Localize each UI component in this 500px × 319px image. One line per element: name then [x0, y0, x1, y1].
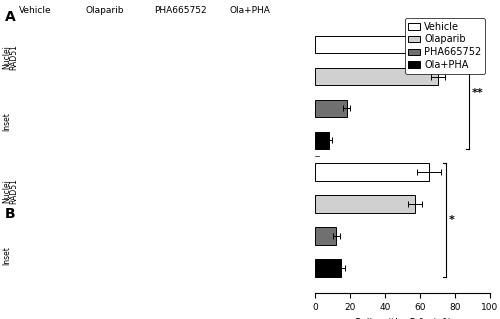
Bar	[315, 195, 415, 213]
Bar	[315, 68, 438, 85]
Text: Nuclei: Nuclei	[2, 46, 12, 69]
Text: B: B	[5, 207, 15, 221]
Bar	[315, 132, 329, 149]
Text: Inset: Inset	[2, 246, 12, 265]
X-axis label: Cells with>5 foci, %: Cells with>5 foci, %	[354, 318, 452, 319]
Bar	[315, 100, 346, 117]
Text: *: *	[449, 215, 455, 225]
Text: A: A	[5, 10, 16, 24]
Bar	[315, 227, 336, 245]
Text: RAD51: RAD51	[9, 44, 18, 70]
Text: RAD51: RAD51	[9, 178, 18, 204]
Text: Inset: Inset	[2, 112, 12, 131]
Text: Olaparib: Olaparib	[86, 6, 124, 15]
Text: Nuclei: Nuclei	[2, 180, 12, 203]
Text: Ola+PHA: Ola+PHA	[230, 6, 270, 15]
Bar	[315, 259, 341, 277]
Text: **: **	[472, 87, 484, 98]
Text: Vehicle: Vehicle	[18, 6, 52, 15]
Legend: Vehicle, Olaparib, PHA665752, Ola+PHA: Vehicle, Olaparib, PHA665752, Ola+PHA	[404, 18, 485, 74]
Text: PHA665752: PHA665752	[154, 6, 206, 15]
Bar	[315, 163, 429, 181]
Bar	[315, 36, 455, 54]
